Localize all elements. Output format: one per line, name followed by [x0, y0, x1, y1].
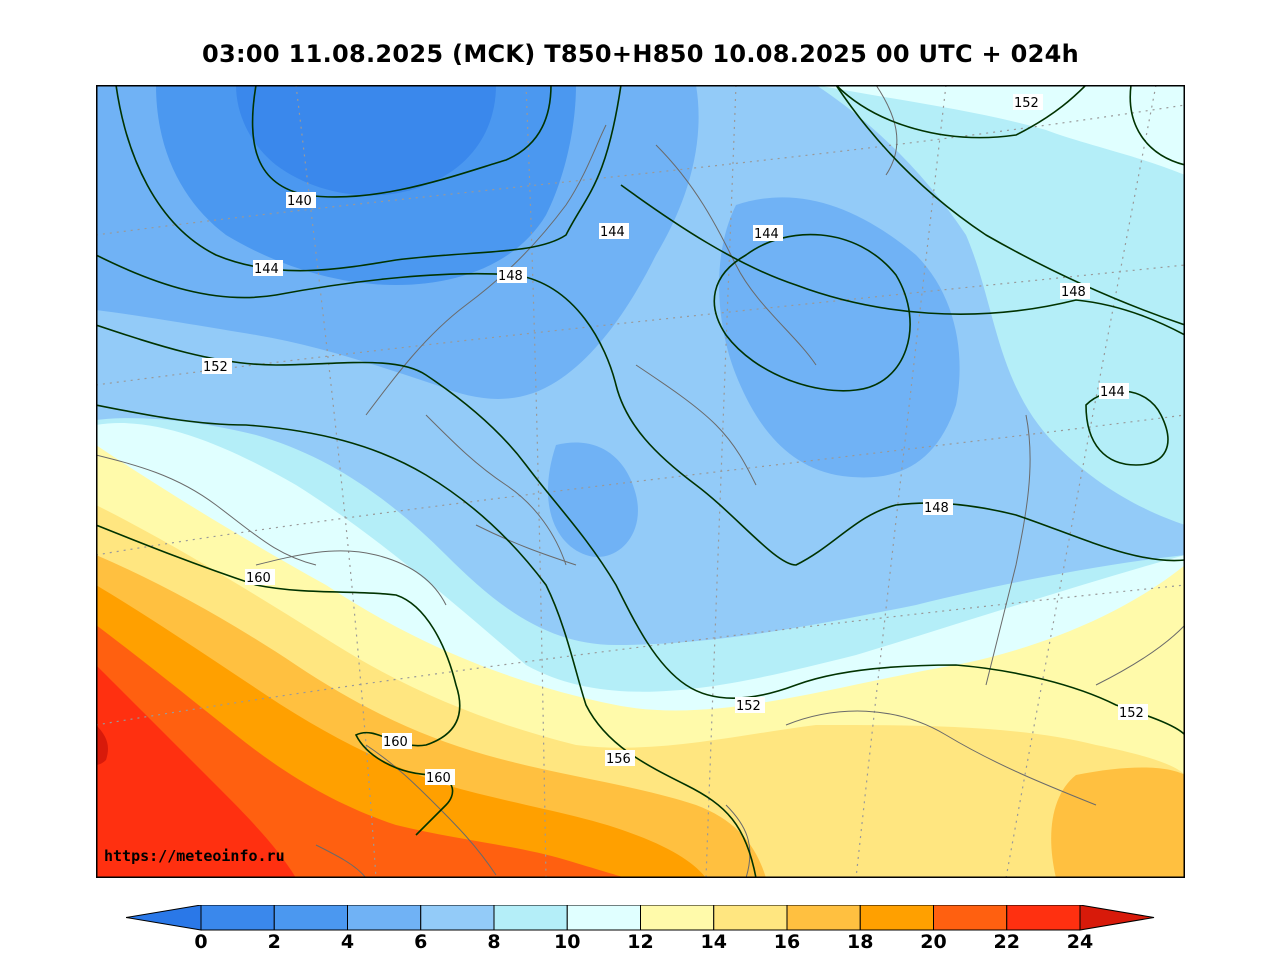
colorbar-tick-label: 12 — [627, 931, 654, 953]
contour-label: 160 — [426, 771, 451, 786]
contour-140 — [251, 85, 552, 198]
contour-label: 156 — [606, 752, 631, 767]
contour-148-upper — [620, 184, 1185, 336]
colorbar-segment — [493, 904, 568, 931]
colorbar-under-arrow — [125, 904, 202, 931]
colorbar-segment — [786, 904, 861, 931]
contour-label-layer: 140 144 144 144 144 148 148 148 152 152 — [202, 94, 1148, 786]
colorbar-tick-label: 6 — [414, 931, 428, 953]
field-4-6-center — [547, 442, 638, 557]
colorbar-segment — [859, 904, 934, 931]
chart-title: 03:00 11.08.2025 (MCK) T850+H850 10.08.2… — [202, 40, 1079, 68]
contour-144-east — [835, 85, 1185, 326]
colorbar-segment — [640, 904, 715, 931]
colorbar — [125, 904, 1156, 931]
colorbar-over-arrow — [1079, 904, 1155, 931]
colorbar-tick-label: 18 — [847, 931, 874, 953]
colorbar-svg — [125, 904, 1155, 931]
colorbar-tick-label: 4 — [340, 931, 355, 953]
field-0-2 — [236, 85, 496, 196]
colorbar-tick-label: 0 — [194, 931, 208, 953]
colorbar-tick-label: 2 — [267, 931, 281, 953]
colorbar-tick-label: 22 — [993, 931, 1020, 953]
contour-156 — [96, 404, 757, 878]
map-frame — [96, 85, 1185, 878]
contour-152 — [96, 324, 1185, 736]
map-panel: 140 144 144 144 144 148 148 148 152 152 — [96, 85, 1185, 878]
colorbar-tick-label: 8 — [487, 931, 501, 953]
coastlines — [96, 85, 1185, 878]
contour-label: 152 — [736, 699, 761, 714]
colorbar-tick-label: 16 — [773, 931, 801, 953]
graticule — [96, 85, 1185, 878]
contour-label: 144 — [1100, 385, 1125, 400]
colorbar-segment — [713, 904, 788, 931]
field-16-18-east — [1051, 767, 1185, 878]
contour-label: 140 — [287, 194, 312, 209]
contour-label: 160 — [383, 735, 408, 750]
contour-label: 148 — [498, 269, 523, 284]
field-22-24 — [96, 665, 296, 878]
contour-label: 160 — [246, 571, 271, 586]
field-10-12-northeast — [816, 85, 1185, 175]
contour-152-ne — [1129, 85, 1185, 166]
geopotential-contours — [96, 85, 1185, 878]
contour-label: 152 — [1014, 96, 1039, 111]
colorbar-segment — [420, 904, 495, 931]
colorbar-tick-label: 20 — [920, 931, 947, 953]
colorbar-segment — [566, 904, 641, 931]
colorbar-tick-label: 14 — [700, 931, 727, 953]
contour-label: 152 — [203, 360, 228, 375]
contour-144-west — [115, 85, 622, 272]
colorbar-segment — [273, 904, 348, 931]
field-4-6-east — [719, 197, 960, 478]
field-over-24 — [96, 725, 108, 765]
contour-label: 148 — [924, 501, 949, 516]
contour-label: 144 — [754, 227, 779, 242]
contour-label: 148 — [1061, 285, 1086, 300]
colorbar-tick-label: 24 — [1066, 931, 1094, 953]
contour-label: 144 — [600, 225, 625, 240]
contour-148 — [96, 254, 1185, 566]
colorbar-segment — [1006, 904, 1081, 931]
temperature-map: 140 144 144 144 144 148 148 148 152 152 — [96, 85, 1185, 878]
colorbar-segment — [200, 904, 275, 931]
contour-144-loop — [713, 233, 911, 392]
contour-152-north — [835, 85, 1087, 139]
watermark-text: https://meteoinfo.ru — [104, 847, 285, 865]
colorbar-tick-label: 10 — [554, 931, 581, 953]
contour-label: 152 — [1119, 706, 1144, 721]
contour-label: 144 — [254, 262, 279, 277]
colorbar-segment — [933, 904, 1008, 931]
colorbar-segment — [347, 904, 422, 931]
